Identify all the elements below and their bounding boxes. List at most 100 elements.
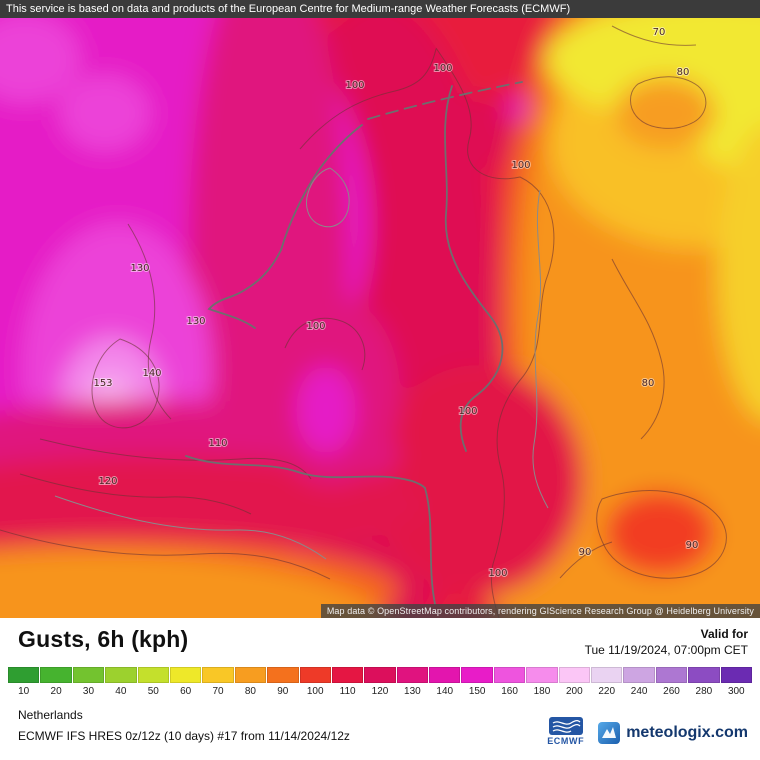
scale-segment: 260: [655, 667, 688, 698]
contour-labels: 70 80 100 100 100 130 130 140 153 100 110 100 120 80 9…: [92, 26, 699, 580]
scale-value: 180: [533, 686, 551, 698]
contour-lines: [0, 25, 727, 618]
scale-segment: 80: [234, 667, 267, 698]
contour-label: 130: [130, 263, 149, 274]
scale-segment: 100: [299, 667, 331, 698]
footer-logos: ECMWF meteologix.com: [547, 717, 748, 746]
contour-label: 100: [433, 63, 452, 74]
scale-value: 30: [82, 686, 95, 698]
contour-label: 80: [642, 378, 655, 389]
scale-segment: 140: [429, 667, 461, 698]
scale-segment: 200: [558, 667, 591, 698]
valid-block: Valid for Tue 11/19/2024, 07:00pm CET: [585, 626, 748, 658]
contour-label: 100: [488, 568, 507, 579]
ecmwf-notice-text: This service is based on data and produc…: [6, 3, 571, 15]
contour-label: 90: [686, 540, 699, 551]
scale-value: 160: [501, 686, 518, 698]
footer-left: Netherlands ECMWF IFS HRES 0z/12z (10 da…: [18, 705, 350, 746]
scale-swatch: [40, 667, 72, 684]
scale-swatch: [8, 667, 40, 684]
scale-segment: 40: [105, 667, 137, 698]
legend-header: Gusts, 6h (kph) Valid for Tue 11/19/2024…: [8, 626, 752, 658]
scale-value: 120: [371, 686, 389, 698]
ecmwf-flag-icon: [548, 717, 583, 736]
scale-value: 60: [180, 686, 192, 698]
scale-segment: 30: [72, 667, 105, 698]
scale-swatch: [364, 667, 396, 684]
region-borders: [54, 167, 549, 560]
scale-value: 20: [50, 686, 62, 698]
contour-label: 100: [306, 321, 325, 332]
scale-value: 260: [663, 686, 680, 698]
scale-swatch: [720, 667, 752, 684]
scale-segment: 160: [493, 667, 526, 698]
scale-value: 240: [630, 686, 648, 698]
meteologix-logo[interactable]: meteologix.com: [598, 722, 748, 746]
scale-swatch: [202, 667, 234, 684]
scale-swatch: [526, 667, 558, 684]
scale-value: 220: [598, 686, 616, 698]
scale-swatch: [72, 667, 105, 684]
scale-segment: 280: [688, 667, 720, 698]
scale-segment: 90: [267, 667, 299, 697]
scale-segment: 130: [396, 667, 429, 698]
valid-for-label: Valid for: [700, 627, 748, 641]
scale-segment: 60: [169, 667, 202, 698]
contour-label: 153: [93, 378, 112, 389]
scale-value: 40: [115, 686, 127, 698]
meteologix-logo-text: meteologix.com: [626, 724, 748, 742]
scale-swatch: [461, 667, 493, 684]
scale-segment: 240: [623, 667, 655, 698]
scale-swatch: [396, 667, 429, 684]
region-label: Netherlands: [18, 708, 83, 723]
scale-segment: 150: [461, 667, 493, 698]
contour-label: 110: [208, 438, 227, 449]
ecmwf-notice-bar: This service is based on data and produc…: [0, 0, 760, 18]
scale-swatch: [429, 667, 461, 684]
forecast-map[interactable]: 70 80 100 100 100 130 130 140 153 100 110 100 120 80 9…: [0, 18, 760, 618]
scale-segment: 20: [40, 667, 72, 698]
scale-value: 130: [404, 686, 421, 698]
contour-label: 70: [653, 27, 666, 38]
ecmwf-logo[interactable]: ECMWF: [547, 717, 584, 746]
scale-value: 50: [147, 686, 159, 698]
scale-segment: 70: [202, 667, 234, 697]
model-info: ECMWF IFS HRES 0z/12z (10 days) #17 from…: [18, 728, 350, 743]
legend-title: Gusts, 6h (kph): [18, 626, 189, 652]
contour-label: 100: [511, 160, 530, 171]
scale-swatch: [331, 667, 364, 684]
scale-swatch: [558, 667, 591, 684]
scale-segment: 10: [8, 667, 40, 697]
gust-color-field: [0, 18, 760, 618]
legend-panel: Gusts, 6h (kph) Valid for Tue 11/19/2024…: [0, 618, 760, 760]
scale-value: 300: [727, 686, 745, 698]
scale-segment: 50: [137, 667, 169, 698]
scale-value: 140: [436, 686, 454, 698]
footer-row: Netherlands ECMWF IFS HRES 0z/12z (10 da…: [8, 705, 752, 752]
scale-swatch: [299, 667, 331, 684]
scale-segment: 120: [364, 667, 396, 698]
scale-swatch: [169, 667, 202, 684]
scale-value: 200: [565, 686, 583, 698]
scale-value: 80: [244, 686, 256, 698]
scale-swatch: [591, 667, 623, 684]
color-scale: 10 20 30 40 50 60 70 80 90 100 110 120 130 140 150 160 1…: [8, 667, 752, 697]
map-attribution: Map data © OpenStreetMap contributors, r…: [320, 604, 760, 618]
scale-swatch: [137, 667, 169, 684]
contour-label: 120: [98, 476, 117, 487]
scale-value: 100: [306, 686, 324, 698]
scale-segment: 110: [331, 667, 364, 697]
scale-segment: 180: [526, 667, 558, 698]
valid-time: Tue 11/19/2024, 07:00pm CET: [584, 643, 748, 658]
scale-swatch: [688, 667, 720, 684]
scale-swatch: [267, 667, 299, 684]
scale-swatch: [493, 667, 526, 684]
scale-swatch: [105, 667, 137, 684]
contour-label: 100: [345, 80, 364, 91]
scale-value: 280: [695, 686, 713, 698]
scale-segment: 220: [591, 667, 623, 698]
scale-swatch: [623, 667, 655, 684]
scale-value: 150: [468, 686, 486, 698]
scale-swatch: [234, 667, 267, 684]
contour-label: 100: [458, 406, 477, 417]
